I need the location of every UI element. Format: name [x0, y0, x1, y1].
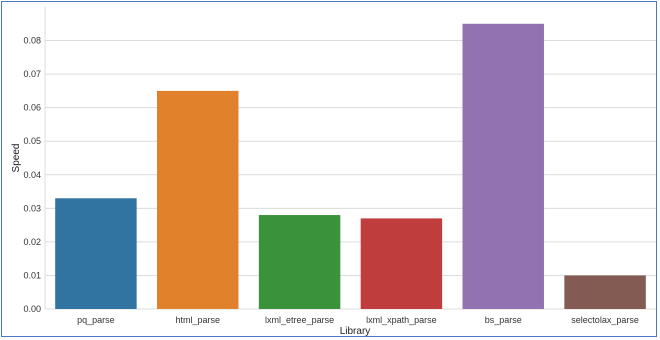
y-tick-label: 0.05	[23, 136, 41, 146]
y-tick-label: 0.01	[23, 270, 41, 280]
bar-lxml_etree_parse	[258, 215, 341, 309]
x-axis-label: Library	[340, 326, 371, 337]
y-tick-label: 0.04	[23, 170, 41, 180]
bar-html_parse	[157, 90, 239, 309]
y-tick-label: 0.02	[23, 237, 41, 247]
x-tick-label: pq_parse	[77, 315, 115, 325]
plot-area	[45, 7, 656, 309]
bars	[55, 23, 646, 310]
bar-selectolax_parse	[564, 275, 646, 309]
bar-bs_parse	[462, 23, 544, 310]
x-tick-label: lxml_etree_parse	[265, 315, 334, 325]
gridlines	[45, 40, 656, 310]
y-tick-labels: 0.00 0.01 0.02 0.03 0.04 0.05 0.06 0.07 0.08	[23, 36, 41, 314]
y-tick-label: 0.07	[23, 69, 41, 79]
y-tick-label: 0.08	[23, 36, 41, 46]
y-tick-label: 0.03	[23, 203, 41, 213]
x-tick-label: lxml_xpath_parse	[366, 315, 437, 325]
y-tick-label: 0.06	[23, 103, 41, 113]
x-tick-label: bs_parse	[485, 315, 522, 325]
x-tick-label: html_parse	[175, 315, 220, 325]
bar-pq_parse	[55, 198, 137, 309]
y-tick-label: 0.00	[23, 304, 41, 314]
x-tick-label: selectolax_parse	[571, 315, 639, 325]
y-axis-label: Speed	[11, 144, 22, 173]
bar-lxml_xpath_parse	[360, 218, 443, 309]
x-tick-labels: pq_parse html_parse lxml_etree_parse lxml_x…	[77, 315, 639, 325]
